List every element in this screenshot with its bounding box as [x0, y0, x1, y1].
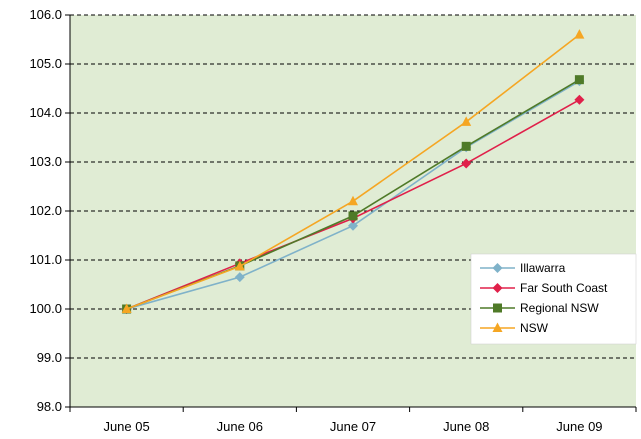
y-tick-label: 102.0 — [29, 203, 62, 218]
series-group — [121, 29, 585, 314]
y-axis-ticks: 98.0 99.0 100.0 101.0 102.0 103.0 104.0 105.0 10… — [29, 7, 70, 414]
legend-item: NSW — [480, 321, 549, 335]
legend-item: Regional NSW — [480, 301, 599, 315]
y-tick-label: 103.0 — [29, 154, 62, 169]
legend: Illawarra Far South Coast Regional NSW NSW — [470, 253, 637, 345]
data-point — [348, 195, 358, 206]
data-point — [234, 272, 245, 283]
data-point — [574, 29, 585, 39]
legend-marker — [492, 263, 503, 273]
y-tick-label: 104.0 — [29, 105, 62, 120]
y-tick-label: 106.0 — [29, 7, 62, 22]
data-point — [348, 220, 358, 231]
x-axis-ticks: June 05 June 06 June 07 June 08 June 09 — [69, 407, 637, 434]
legend-label: NSW — [520, 321, 549, 335]
x-tick-label: June 05 — [103, 419, 149, 434]
legend-label: Illawarra — [520, 261, 566, 275]
legend-marker — [492, 283, 503, 293]
y-tick-label: 100.0 — [29, 301, 62, 316]
data-point — [574, 75, 584, 85]
x-tick-label: June 06 — [217, 419, 263, 434]
y-tick-label: 98.0 — [37, 399, 62, 414]
x-tick-label: June 08 — [443, 419, 489, 434]
data-point — [461, 116, 472, 126]
legend-marker — [492, 322, 503, 332]
data-point — [461, 158, 472, 169]
legend-label: Regional NSW — [520, 301, 599, 315]
y-tick-label: 105.0 — [29, 56, 62, 71]
data-point — [121, 303, 132, 313]
legend-label: Far South Coast — [520, 281, 608, 295]
legend-item: Illawarra — [480, 261, 566, 275]
series-nsw — [121, 29, 585, 313]
data-point — [348, 211, 358, 221]
x-tick-label: June 09 — [556, 419, 602, 434]
x-tick-label: June 07 — [330, 419, 376, 434]
data-point — [574, 94, 585, 105]
y-tick-label: 101.0 — [29, 252, 62, 267]
legend-items: Illawarra Far South Coast Regional NSW NSW — [480, 261, 608, 335]
legend-marker — [493, 303, 502, 313]
legend-item: Far South Coast — [480, 281, 608, 295]
y-tick-label: 99.0 — [37, 350, 62, 365]
data-point — [461, 141, 471, 151]
data-point — [234, 260, 245, 271]
